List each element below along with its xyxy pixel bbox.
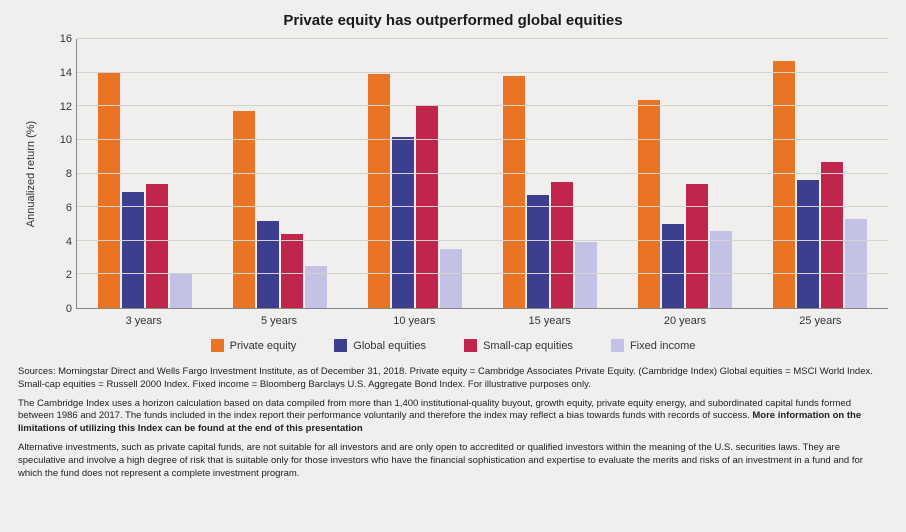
y-tick: 8 — [66, 168, 72, 180]
bar-group — [77, 39, 212, 308]
y-tick: 10 — [60, 134, 72, 146]
bar — [575, 242, 597, 308]
bar — [416, 106, 438, 308]
legend: Private equity Global equities Small-cap e… — [18, 339, 888, 352]
y-tick: 12 — [60, 101, 72, 113]
bar-groups — [77, 39, 888, 308]
y-tick: 14 — [60, 67, 72, 79]
legend-item: Fixed income — [611, 339, 695, 352]
y-axis-label: Annualized return (%) — [25, 121, 37, 227]
legend-swatch — [211, 339, 224, 352]
y-tick: 4 — [66, 236, 72, 248]
y-axis-label-wrap: Annualized return (%) — [18, 39, 44, 309]
legend-label: Fixed income — [630, 340, 695, 352]
x-tick: 10 years — [347, 315, 482, 327]
bar — [170, 274, 192, 308]
y-tick: 6 — [66, 202, 72, 214]
bar — [257, 221, 279, 308]
gridline — [77, 72, 888, 73]
x-tick: 3 years — [76, 315, 211, 327]
y-tick: 2 — [66, 269, 72, 281]
bar-group — [618, 39, 753, 308]
bar-group — [347, 39, 482, 308]
bar-group — [212, 39, 347, 308]
gridline — [77, 240, 888, 241]
legend-swatch — [464, 339, 477, 352]
legend-swatch — [334, 339, 347, 352]
bar — [845, 219, 867, 308]
bar-group — [753, 39, 888, 308]
footnote-methodology-text: The Cambridge Index uses a horizon calcu… — [18, 398, 851, 422]
gridline — [77, 206, 888, 207]
legend-label: Private equity — [230, 340, 297, 352]
bar — [146, 184, 168, 308]
bar — [710, 231, 732, 308]
footnote-methodology: The Cambridge Index uses a horizon calcu… — [18, 398, 888, 436]
gridline — [77, 173, 888, 174]
x-tick: 5 years — [211, 315, 346, 327]
bar — [305, 266, 327, 308]
footnote-sources: Sources: Morningstar Direct and Wells Fa… — [18, 366, 888, 392]
bar — [527, 195, 549, 308]
legend-item: Small-cap equities — [464, 339, 573, 352]
legend-label: Small-cap equities — [483, 340, 573, 352]
footnotes: Sources: Morningstar Direct and Wells Fa… — [18, 366, 888, 487]
legend-label: Global equities — [353, 340, 426, 352]
y-tick: 0 — [66, 303, 72, 315]
footnote-disclaimer: Alternative investments, such as private… — [18, 442, 888, 480]
bar — [821, 162, 843, 308]
bar — [281, 234, 303, 308]
x-tick: 15 years — [482, 315, 617, 327]
x-tick: 25 years — [753, 315, 888, 327]
chart-container: Private equity has outperformed global e… — [0, 0, 906, 532]
gridline — [77, 273, 888, 274]
bar — [797, 180, 819, 308]
bar — [551, 182, 573, 308]
bar — [662, 224, 684, 308]
bar — [638, 100, 660, 308]
plot-area — [76, 39, 888, 309]
chart-area: Annualized return (%) 0246810121416 — [18, 39, 888, 309]
bar — [686, 184, 708, 308]
bar-group — [483, 39, 618, 308]
gridline — [77, 38, 888, 39]
legend-item: Global equities — [334, 339, 426, 352]
bar — [773, 61, 795, 308]
gridline — [77, 139, 888, 140]
y-axis: 0246810121416 — [44, 39, 76, 309]
x-axis: 3 years5 years10 years15 years20 years25… — [76, 315, 888, 327]
bar — [392, 137, 414, 308]
chart-title: Private equity has outperformed global e… — [18, 12, 888, 29]
bar — [440, 249, 462, 308]
x-tick: 20 years — [617, 315, 752, 327]
bar — [233, 111, 255, 308]
bar — [122, 192, 144, 308]
legend-item: Private equity — [211, 339, 297, 352]
gridline — [77, 105, 888, 106]
legend-swatch — [611, 339, 624, 352]
y-tick: 16 — [60, 33, 72, 45]
